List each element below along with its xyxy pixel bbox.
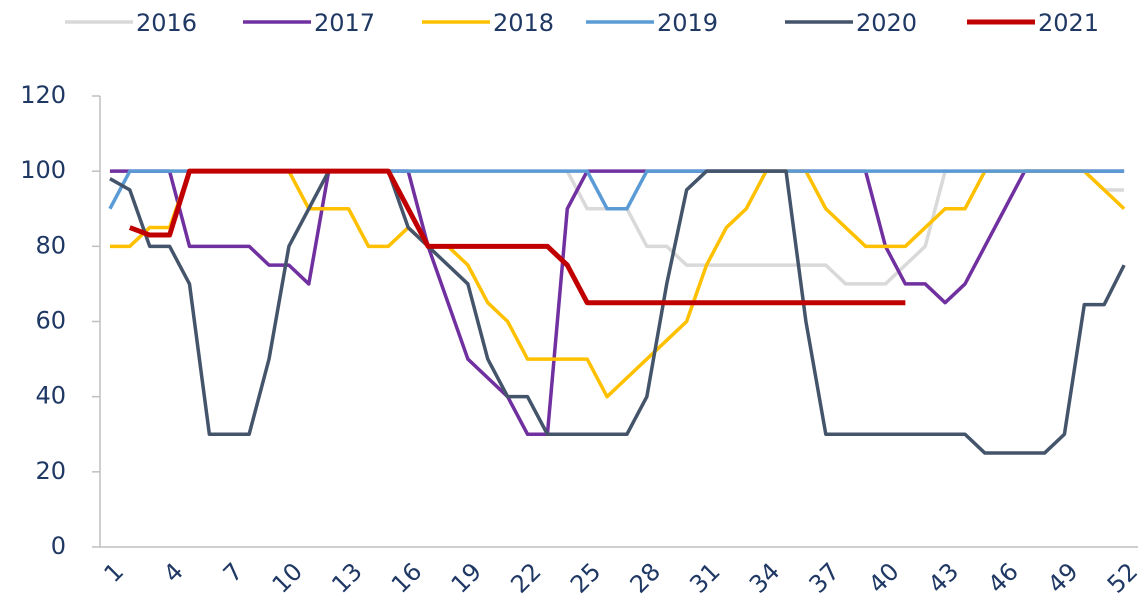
legend-label: 2018 — [493, 9, 554, 37]
x-tick-label: 19 — [446, 557, 487, 598]
x-tick-label: 22 — [505, 557, 546, 598]
x-tick-label: 49 — [1042, 557, 1083, 598]
legend-label: 2017 — [314, 9, 375, 37]
legend-label: 2016 — [136, 9, 197, 37]
x-tick-label: 16 — [386, 557, 427, 598]
x-tick-label: 10 — [267, 557, 308, 598]
y-tick-label: 0 — [51, 532, 66, 560]
y-tick-label: 60 — [35, 307, 66, 335]
x-tick-label: 28 — [625, 557, 666, 598]
x-tick-label: 34 — [744, 557, 785, 598]
x-tick-label: 37 — [804, 557, 845, 598]
series-line — [109, 169, 1125, 436]
x-tick-label: 52 — [1102, 557, 1138, 598]
x-tick-label: 4 — [158, 557, 189, 588]
legend-label: 2020 — [856, 9, 917, 37]
x-tick-label: 25 — [565, 557, 606, 598]
x-tick-label: 46 — [983, 557, 1024, 598]
y-tick-label: 20 — [35, 457, 66, 485]
x-tick-label: 1 — [99, 557, 130, 588]
legend-label: 2019 — [657, 9, 718, 37]
x-tick-label: 40 — [863, 557, 904, 598]
y-tick-label: 40 — [35, 382, 66, 410]
series-line — [109, 169, 1126, 455]
y-tick-label: 80 — [35, 231, 66, 259]
x-tick-label: 31 — [684, 557, 725, 598]
x-tick-label: 43 — [923, 557, 964, 598]
series-line — [128, 168, 906, 306]
y-tick-label: 120 — [20, 81, 66, 109]
series-line — [109, 169, 1126, 399]
x-tick-label: 13 — [326, 557, 367, 598]
legend-label: 2021 — [1038, 9, 1099, 37]
x-tick-label: 7 — [218, 557, 249, 588]
series-line — [108, 169, 1125, 211]
series-line — [109, 169, 1125, 286]
y-tick-label: 100 — [20, 156, 66, 184]
